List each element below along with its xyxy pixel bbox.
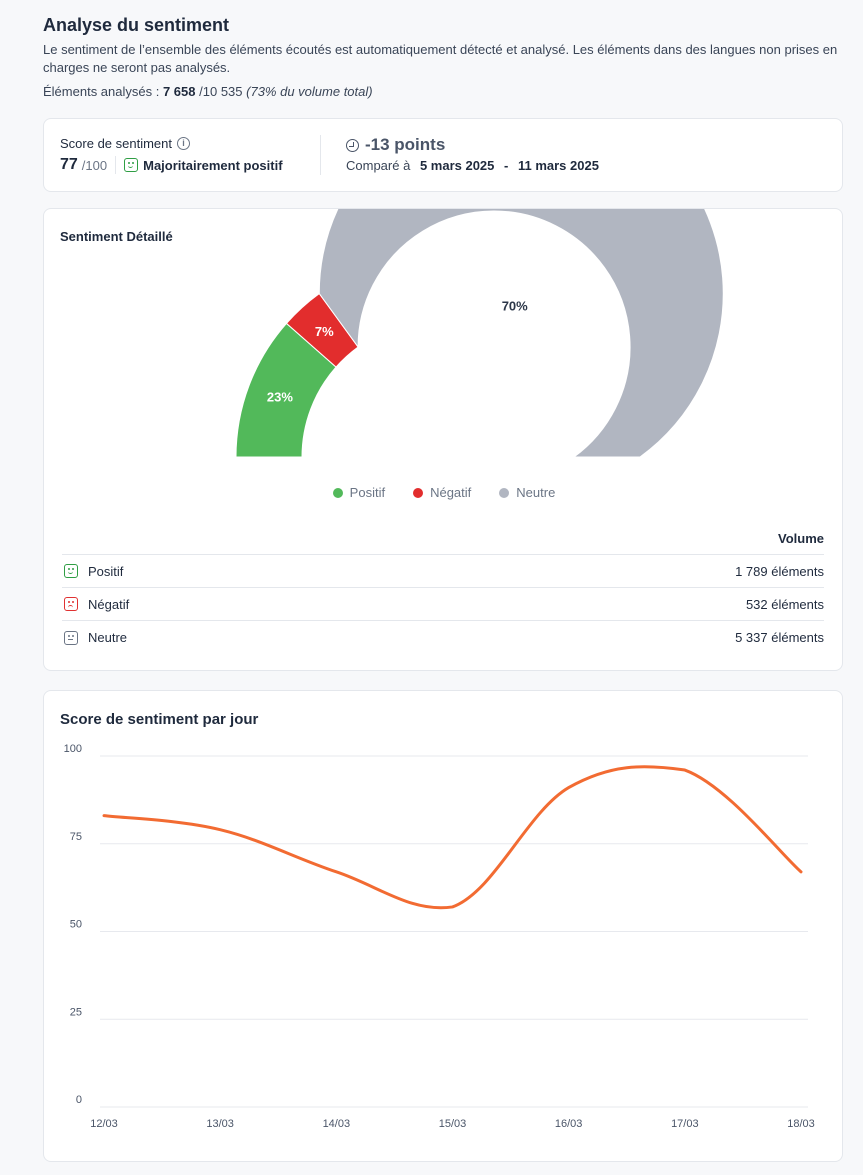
volume-row-label: Positif <box>88 563 124 579</box>
sentiment-score-card: Score de sentiment i 77 /100 Majoritaire… <box>43 118 843 192</box>
smile-icon <box>64 564 78 578</box>
page-header: Analyse du sentiment Le sentiment de l’e… <box>43 14 843 101</box>
daily-score-card: Score de sentiment par jour 0 25 50 75 100 12… <box>43 690 843 1162</box>
y-tick-label: 75 <box>70 831 82 843</box>
volume-row-value: 532 éléments <box>745 596 824 612</box>
legend-dot <box>499 487 510 498</box>
analyzed-total: /10 535 <box>199 84 243 99</box>
score-max: /100 <box>81 157 108 173</box>
score-value: 77 <box>60 156 78 173</box>
score-divider <box>320 135 321 175</box>
x-tick-label: 14/03 <box>323 1118 351 1130</box>
gauge-slice-label: 7% <box>315 324 334 339</box>
sentiment-detail-card: Sentiment Détaillé 23% 7% 70% Positif Négat… <box>43 208 843 671</box>
data-point[interactable] <box>797 868 805 876</box>
volume-row-value: 5 337 éléments <box>735 630 824 645</box>
volume-row-value: 1 789 éléments <box>735 563 824 579</box>
compare-separator: - <box>504 158 509 173</box>
analyzed-summary: Éléments analysés : 7 658 /10 535 (73% d… <box>43 83 843 101</box>
legend-label: Neutre <box>516 485 556 500</box>
sentiment-gauge-chart: 23% 7% 70% <box>235 209 724 458</box>
data-point[interactable] <box>681 766 689 774</box>
score-separator <box>115 156 117 174</box>
daily-score-chart: 0 25 50 75 100 12/03 13/03 14/03 15/03 16/03 17/03… <box>64 743 815 1130</box>
page-description: Le sentiment de l’ensemble des éléments … <box>43 42 838 75</box>
data-point[interactable] <box>332 868 340 876</box>
y-tick-label: 0 <box>76 1094 82 1106</box>
data-point[interactable] <box>565 784 573 792</box>
volume-row-neutral: Neutre 5 337 éléments <box>62 621 824 654</box>
volume-header: Volume <box>62 529 824 555</box>
x-tick-label: 16/03 <box>555 1118 583 1130</box>
smile-icon <box>124 158 139 172</box>
volume-row-positive: Positif 1 789 éléments <box>62 555 824 588</box>
analyzed-share: (73% du volume total) <box>246 84 373 99</box>
gauge-slice-label: 23% <box>267 389 293 404</box>
x-tick-label: 13/03 <box>206 1118 234 1130</box>
y-tick-label: 50 <box>70 919 82 931</box>
score-delta: -13 points <box>365 135 446 154</box>
legend-item-positif[interactable]: Positif <box>332 485 386 500</box>
legend-dot <box>413 487 424 498</box>
score-comparison: -13 points Comparé à 5 mars 2025 - 11 ma… <box>346 135 599 173</box>
gauge-legend: Positif Négatif Neutre <box>44 485 844 500</box>
gauge-slice-label: 70% <box>502 298 528 313</box>
x-tick-label: 18/03 <box>787 1118 815 1130</box>
legend-label: Positif <box>349 485 386 500</box>
daily-chart-title: Score de sentiment par jour <box>60 711 259 728</box>
neutral-face-icon <box>64 630 78 645</box>
score-label-row: Score de sentiment i <box>60 136 283 151</box>
compare-start: 5 mars 2025 <box>419 158 495 173</box>
score-sentiment-label: Majoritairement positif <box>143 157 283 173</box>
compare-label: Comparé à <box>346 158 411 173</box>
volume-row-negative: Négatif 532 éléments <box>62 588 824 621</box>
arrow-down-right-icon <box>346 138 359 152</box>
gauge-slice-neutre[interactable] <box>318 209 724 458</box>
legend-item-negatif[interactable]: Négatif <box>413 485 471 500</box>
legend-label: Négatif <box>430 485 472 500</box>
page-title: Analyse du sentiment <box>43 15 230 35</box>
data-point[interactable] <box>449 903 457 911</box>
score-label: Score de sentiment <box>60 136 173 151</box>
x-tick-label: 15/03 <box>439 1118 467 1130</box>
compare-period: Comparé à 5 mars 2025 - 11 mars 2025 <box>346 158 599 173</box>
data-point[interactable] <box>216 826 224 834</box>
x-tick-label: 17/03 <box>671 1118 699 1130</box>
legend-item-neutre[interactable]: Neutre <box>499 485 555 500</box>
y-tick-label: 100 <box>64 743 82 755</box>
legend-dot <box>332 487 343 498</box>
analyzed-count: 7 658 <box>162 84 196 99</box>
frown-icon <box>64 597 78 611</box>
data-point[interactable] <box>100 812 108 820</box>
detail-title: Sentiment Détaillé <box>60 229 173 244</box>
score-value-row: 77 /100 Majoritairement positif <box>60 156 283 174</box>
analyzed-label: Éléments analysés : <box>43 84 160 99</box>
y-tick-label: 25 <box>70 1006 82 1018</box>
compare-end: 11 mars 2025 <box>517 158 599 173</box>
score-block: Score de sentiment i 77 /100 Majoritaire… <box>60 136 283 174</box>
score-delta-row: -13 points <box>346 135 599 155</box>
volume-row-label: Négatif <box>88 596 130 612</box>
series-line[interactable] <box>102 765 803 910</box>
volume-table: Volume Positif 1 789 éléments Négatif 53… <box>62 529 824 654</box>
volume-row-label: Neutre <box>88 630 128 645</box>
x-tick-label: 12/03 <box>90 1118 118 1130</box>
info-icon[interactable]: i <box>177 137 191 150</box>
